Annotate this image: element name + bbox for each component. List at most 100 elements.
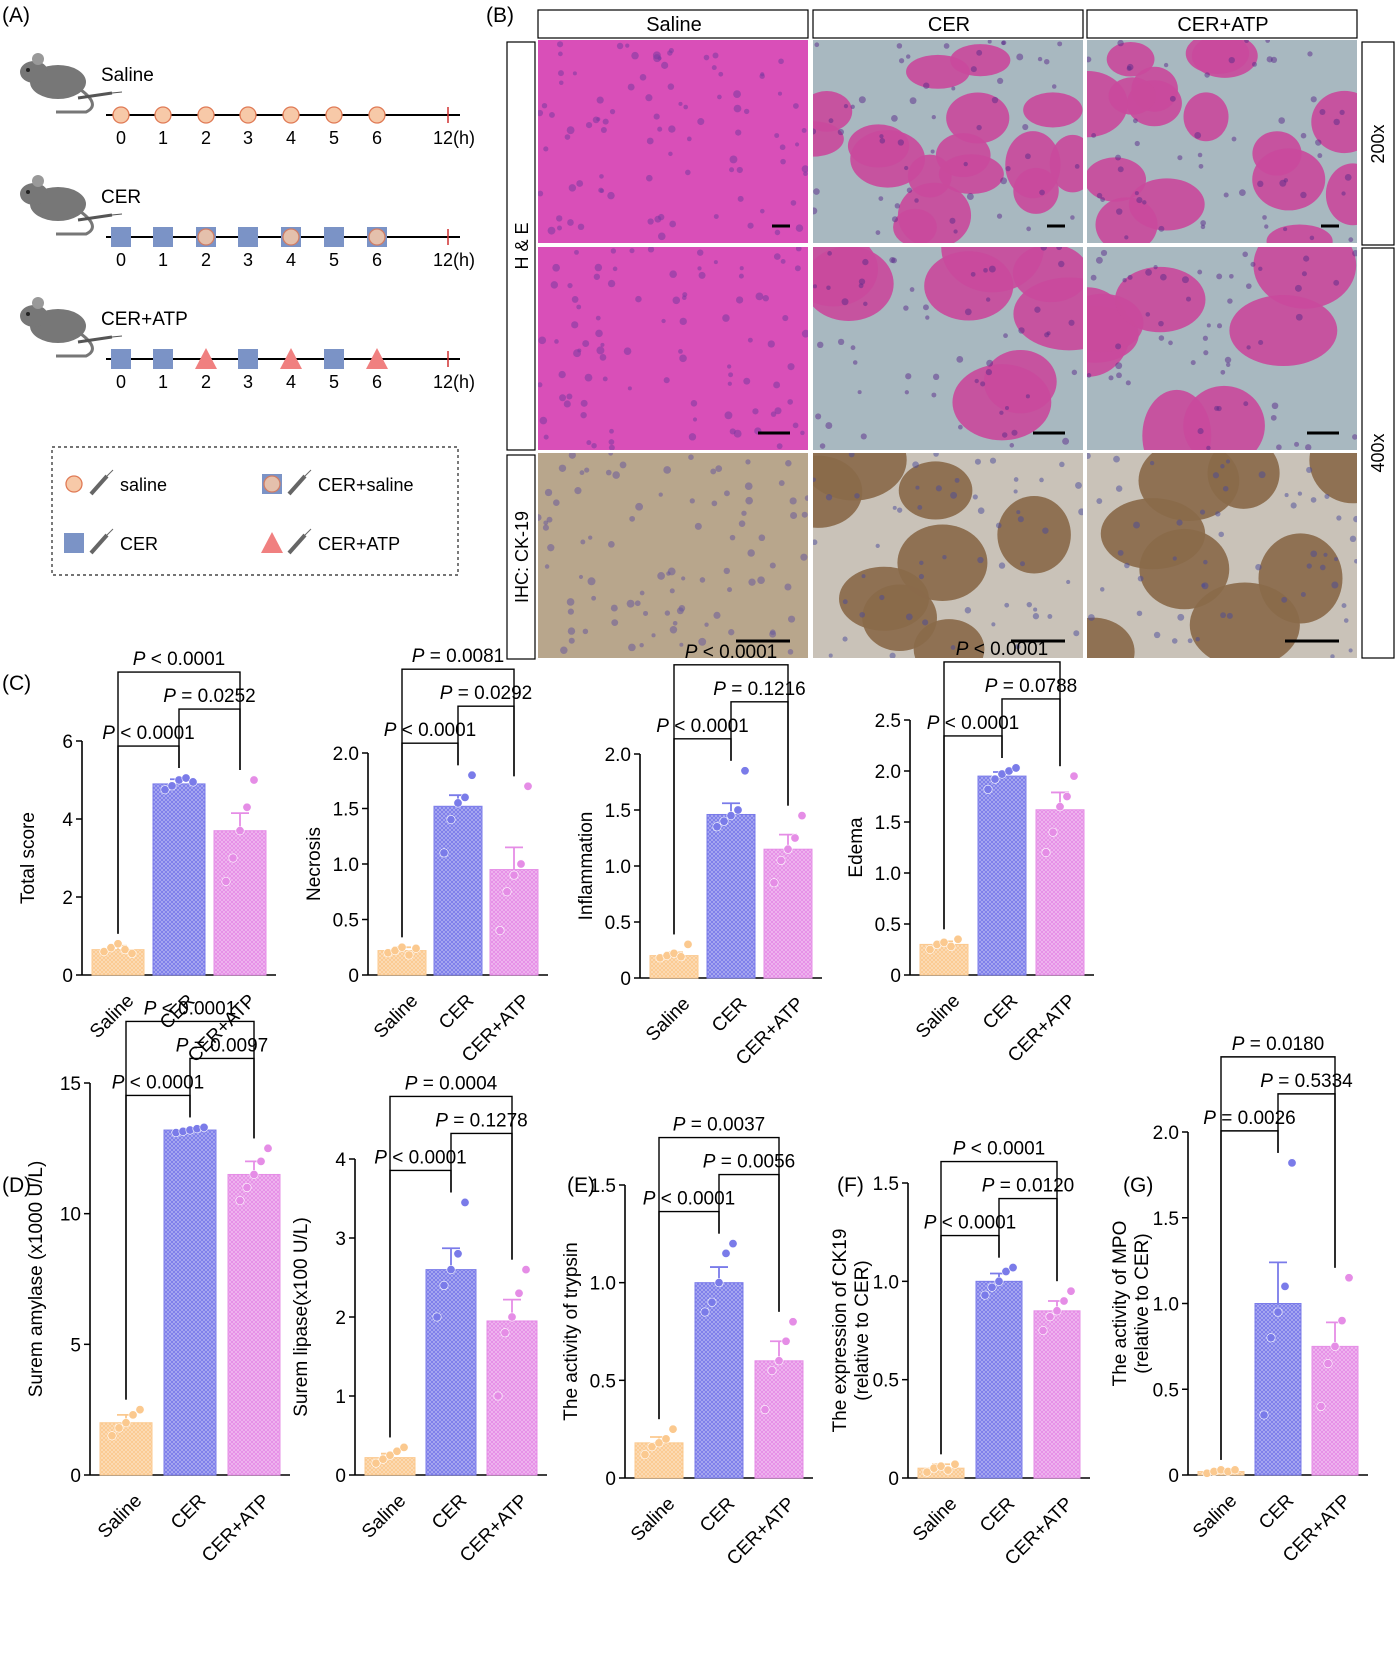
- nucleus: [676, 607, 684, 615]
- nucleus: [859, 611, 866, 618]
- triangle-marker: [366, 348, 388, 369]
- data-point: [249, 1169, 259, 1179]
- nucleus: [560, 646, 568, 655]
- nucleus: [733, 104, 742, 113]
- nucleus: [1201, 583, 1206, 588]
- data-point: [719, 816, 729, 826]
- nucleus: [752, 408, 759, 415]
- tissue-lobule: [813, 455, 863, 528]
- circle-marker: [282, 228, 300, 246]
- nucleus: [586, 440, 592, 446]
- y-tick-label: 0: [620, 969, 631, 990]
- nucleus: [879, 134, 884, 139]
- nucleus: [688, 433, 697, 441]
- histology-image: [1087, 453, 1357, 658]
- bar-cer: [1254, 1303, 1302, 1476]
- nucleus: [858, 278, 866, 285]
- y-axis-label: Total score: [18, 812, 39, 904]
- nucleus: [1300, 132, 1307, 139]
- bar-cer: [977, 775, 1027, 976]
- nucleus: [611, 619, 619, 627]
- nucleus: [1200, 220, 1206, 226]
- nucleus: [964, 308, 972, 316]
- data-point: [676, 952, 686, 962]
- nucleus: [1068, 319, 1075, 326]
- tissue-texture: [1087, 40, 1357, 243]
- nucleus: [1177, 613, 1185, 621]
- nucleus: [1057, 41, 1063, 47]
- nucleus: [1352, 249, 1357, 257]
- nucleus: [722, 314, 730, 322]
- square-marker: [324, 349, 344, 369]
- bar-saline: [364, 1457, 416, 1476]
- y-axis-label: The activity of trypsin: [561, 1242, 582, 1420]
- p-value-label: P < 0.0001: [927, 713, 1019, 734]
- data-point: [516, 859, 526, 869]
- nucleus: [735, 296, 744, 304]
- row-label-ihc: IHC: CK-19: [512, 511, 532, 603]
- nucleus: [574, 249, 579, 255]
- magnification-box: [1361, 247, 1395, 659]
- nucleus: [1220, 369, 1226, 375]
- data-point: [460, 1197, 470, 1207]
- bar-cer-atp: [763, 848, 813, 979]
- nucleus: [1228, 56, 1235, 64]
- nucleus: [1066, 579, 1071, 585]
- nucleus: [713, 611, 721, 619]
- y-tick-label: 1.0: [875, 864, 901, 885]
- nucleus: [896, 43, 903, 49]
- nucleus: [1158, 335, 1165, 341]
- x-tick-label: CER: [979, 990, 1022, 1033]
- nucleus: [854, 493, 860, 499]
- nucleus: [661, 61, 669, 69]
- nucleus: [931, 115, 936, 120]
- nucleus: [651, 633, 656, 638]
- nucleus: [837, 338, 845, 346]
- nucleus: [558, 80, 564, 86]
- nucleus: [1294, 441, 1300, 447]
- data-point: [127, 949, 137, 959]
- tissue-lobule: [950, 44, 1011, 77]
- nucleus: [567, 608, 574, 615]
- data-point: [411, 943, 421, 953]
- data-point: [668, 1424, 678, 1434]
- nucleus: [1100, 197, 1106, 202]
- nucleus: [567, 219, 574, 226]
- data-point: [922, 1467, 932, 1477]
- nucleus: [635, 502, 643, 511]
- syringe-icon: [77, 213, 113, 222]
- circle-marker: [65, 475, 83, 493]
- significance-bracket: [457, 705, 515, 777]
- nucleus: [1168, 340, 1173, 346]
- nucleus: [801, 329, 808, 338]
- data-point: [263, 1143, 273, 1153]
- nucleus: [568, 637, 575, 644]
- data-point: [1055, 802, 1065, 812]
- panel-label-a: (A): [2, 4, 30, 27]
- nucleus: [1134, 140, 1140, 147]
- nucleus: [1132, 118, 1138, 124]
- tissue-lobule: [1087, 157, 1147, 202]
- timeline-tick-label: 12(h): [433, 250, 475, 270]
- x-tick-label: CER: [976, 1493, 1019, 1536]
- nucleus: [850, 345, 856, 351]
- nucleus: [696, 249, 704, 256]
- nucleus: [1016, 53, 1024, 61]
- data-point: [507, 1312, 517, 1322]
- nucleus: [744, 482, 753, 491]
- nucleus: [593, 273, 601, 280]
- nucleus: [608, 439, 615, 445]
- nucleus: [1087, 56, 1092, 63]
- nucleus: [972, 494, 978, 500]
- square-marker: [153, 349, 173, 369]
- nucleus: [769, 562, 776, 569]
- data-point: [983, 784, 993, 794]
- nucleus: [999, 410, 1004, 415]
- mouse-icon: [20, 175, 123, 236]
- tissue-lobule: [1106, 41, 1155, 77]
- timeline-tick-label: 1: [158, 372, 168, 392]
- data-point: [1280, 1281, 1290, 1291]
- nucleus: [729, 167, 735, 173]
- data-point: [728, 1239, 738, 1249]
- nucleus: [825, 422, 833, 430]
